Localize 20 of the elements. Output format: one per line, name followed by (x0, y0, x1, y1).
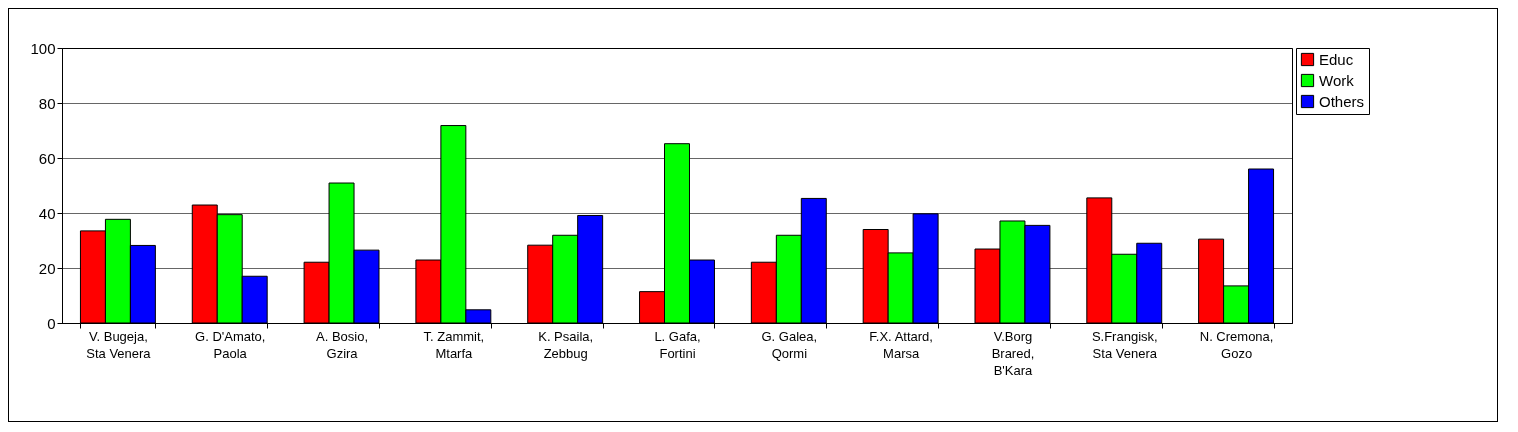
legend-label: Others (1319, 92, 1365, 110)
x-tick-label: F.X. Attard, Marsa (869, 328, 933, 361)
y-tick-label: 60 (38, 149, 56, 167)
x-tick-label: G. Galea, Qormi (761, 328, 818, 361)
y-tick-label: 0 (47, 314, 56, 332)
x-tick-label: G. D'Amato, Paola (195, 328, 266, 361)
legend-label: Work (1319, 71, 1355, 89)
y-tick-label: 100 (30, 39, 56, 57)
legend-label: Educ (1319, 50, 1354, 68)
x-tick-label: L. Gafa, Fortini (654, 328, 701, 361)
y-tick-label: 80 (38, 94, 56, 112)
y-tick-label: 20 (38, 259, 56, 277)
x-tick-label: T. Zammit, Mtarfa (423, 328, 485, 361)
x-tick-label: V.Borg Brared, B'Kara (991, 328, 1035, 378)
x-tick-label: V. Bugeja, Sta Venera (86, 328, 152, 361)
x-tick-label: N. Cremona, Gozo (1199, 328, 1274, 361)
x-tick-label: K. Psaila, Zebbug (538, 328, 594, 361)
y-tick-label: 40 (38, 204, 56, 222)
x-tick-label: S.Frangisk, Sta Venera (1091, 328, 1158, 361)
x-tick-label: A. Bosio, Gzira (316, 328, 369, 361)
